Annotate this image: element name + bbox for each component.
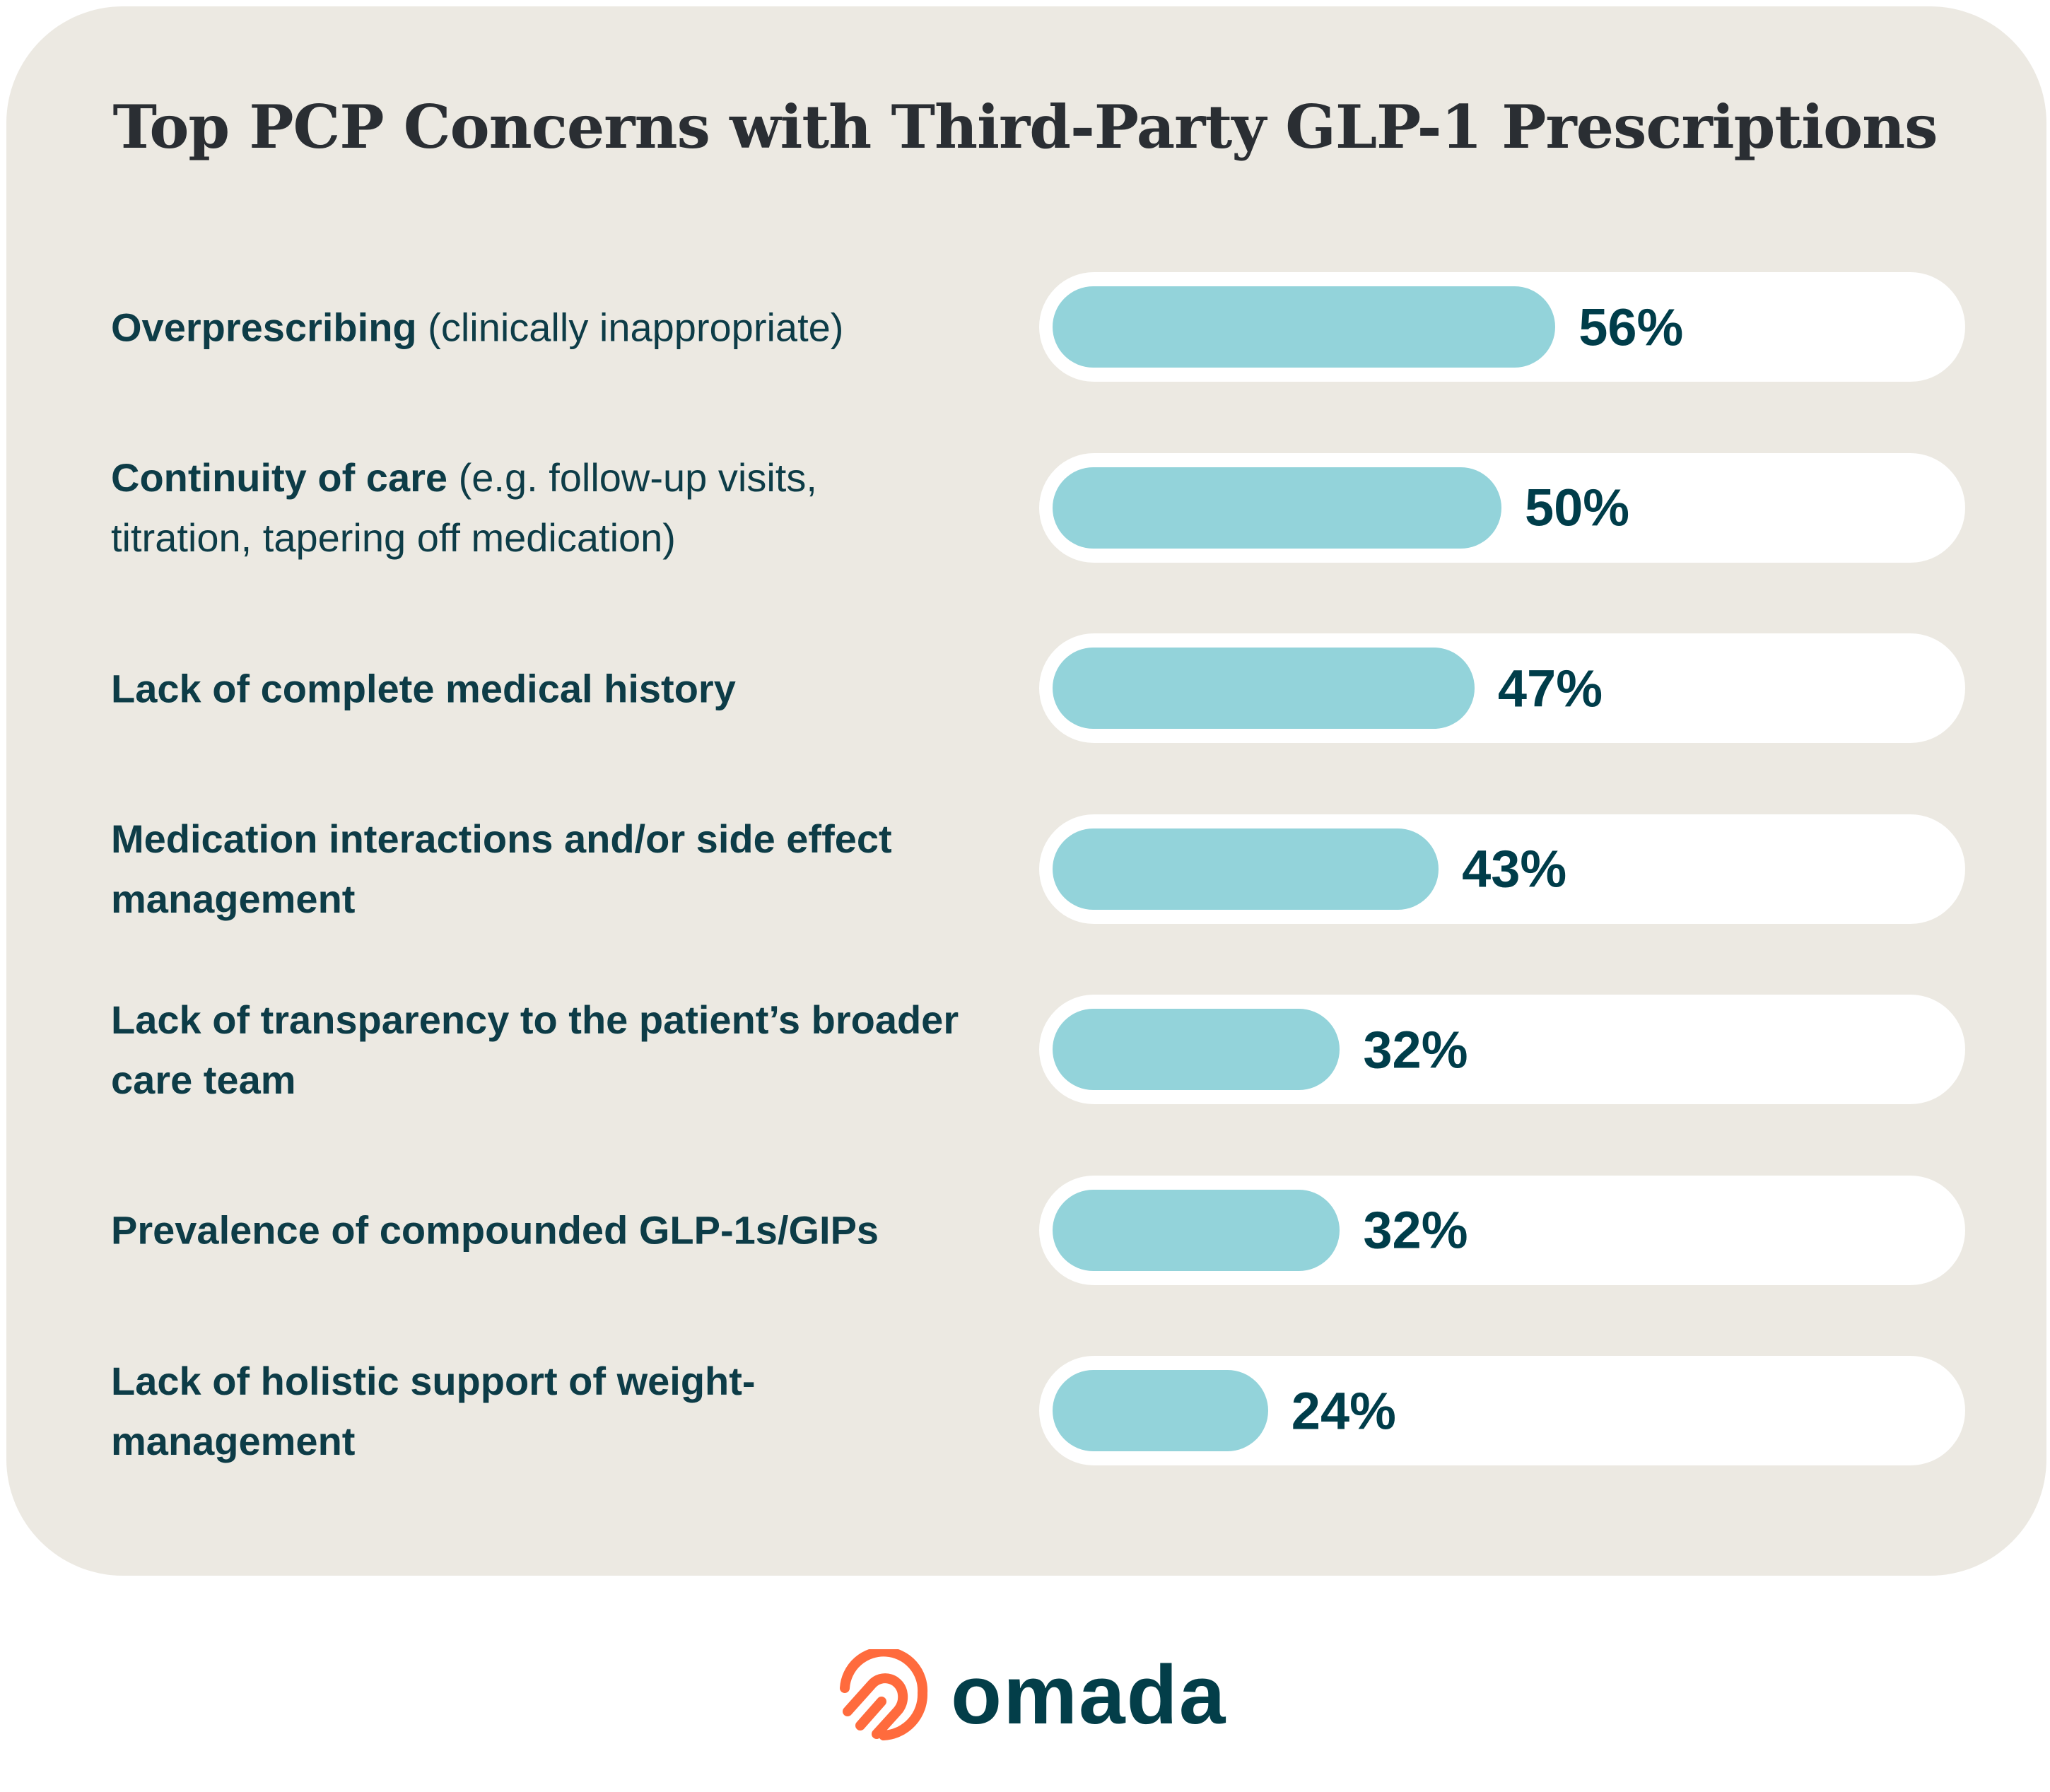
value-label: 43% — [1462, 839, 1567, 898]
category-label-bold: Medication interactions and/or side effe… — [111, 816, 892, 921]
omada-fingerprint-icon — [840, 1649, 928, 1740]
category-label-bold: Lack of complete medical history — [111, 666, 736, 710]
category-label-bold: Overprescribing — [111, 305, 417, 349]
bar-row: Lack of holistic support of weight-manag… — [0, 1356, 2050, 1465]
bar-track: 50% — [1039, 452, 1965, 563]
category-label: Lack of holistic support of weight-manag… — [111, 1351, 959, 1471]
bar-row: Continuity of care (e.g. follow-up visit… — [0, 452, 2050, 563]
category-label-bold: Prevalence of compounded GLP-1s/GIPs — [111, 1207, 879, 1253]
category-label-bold: Continuity of care — [111, 455, 448, 500]
bar — [1053, 467, 1501, 549]
bar — [1053, 1370, 1268, 1451]
category-label-bold: Lack of transparency to the patient’s br… — [111, 997, 959, 1102]
category-label-detail: (clinically inappropriate) — [416, 305, 844, 349]
bar-row: Lack of complete medical history 47% — [0, 633, 2050, 743]
bar-track: 56% — [1039, 272, 1965, 382]
chart-title: Top PCP Concerns with Third-Party GLP-1 … — [112, 92, 1938, 162]
bar-row: Overprescribing (clinically inappropriat… — [0, 272, 2050, 382]
value-label: 32% — [1363, 1020, 1468, 1079]
category-label-bold: Lack of holistic support of weight-manag… — [111, 1358, 756, 1463]
category-label: Lack of complete medical history — [111, 658, 959, 718]
value-label: 50% — [1525, 478, 1630, 537]
bar-track: 47% — [1039, 633, 1965, 743]
value-label: 32% — [1363, 1200, 1468, 1260]
bar-track: 43% — [1039, 814, 1965, 924]
category-label: Prevalence of compounded GLP-1s/GIPs — [111, 1200, 959, 1260]
bar — [1053, 648, 1475, 729]
category-label: Continuity of care (e.g. follow-up visit… — [111, 447, 959, 568]
category-label: Overprescribing (clinically inappropriat… — [111, 297, 959, 357]
bar — [1053, 1009, 1340, 1090]
bar-row: Prevalence of compounded GLP-1s/GIPs 32% — [0, 1175, 2050, 1285]
bar — [1053, 828, 1439, 910]
bar-row: Medication interactions and/or side effe… — [0, 814, 2050, 924]
omada-logo: omada — [838, 1647, 1226, 1743]
value-label: 24% — [1291, 1381, 1396, 1440]
category-label-detail: (e.g. follow-up visits, titration, taper… — [111, 455, 817, 560]
bar-row: Lack of transparency to the patient’s br… — [0, 995, 2050, 1104]
bar-track: 32% — [1039, 1175, 1965, 1285]
logo-wordmark: omada — [951, 1648, 1227, 1742]
value-label: 47% — [1497, 659, 1603, 718]
bar-track: 24% — [1039, 1356, 1965, 1465]
value-label: 56% — [1578, 298, 1684, 356]
bar-track: 32% — [1039, 995, 1965, 1104]
bar — [1053, 1189, 1340, 1271]
category-label: Medication interactions and/or side effe… — [111, 809, 959, 929]
category-label: Lack of transparency to the patient’s br… — [111, 990, 959, 1110]
chart-card — [6, 6, 2046, 1576]
bar — [1053, 286, 1556, 368]
